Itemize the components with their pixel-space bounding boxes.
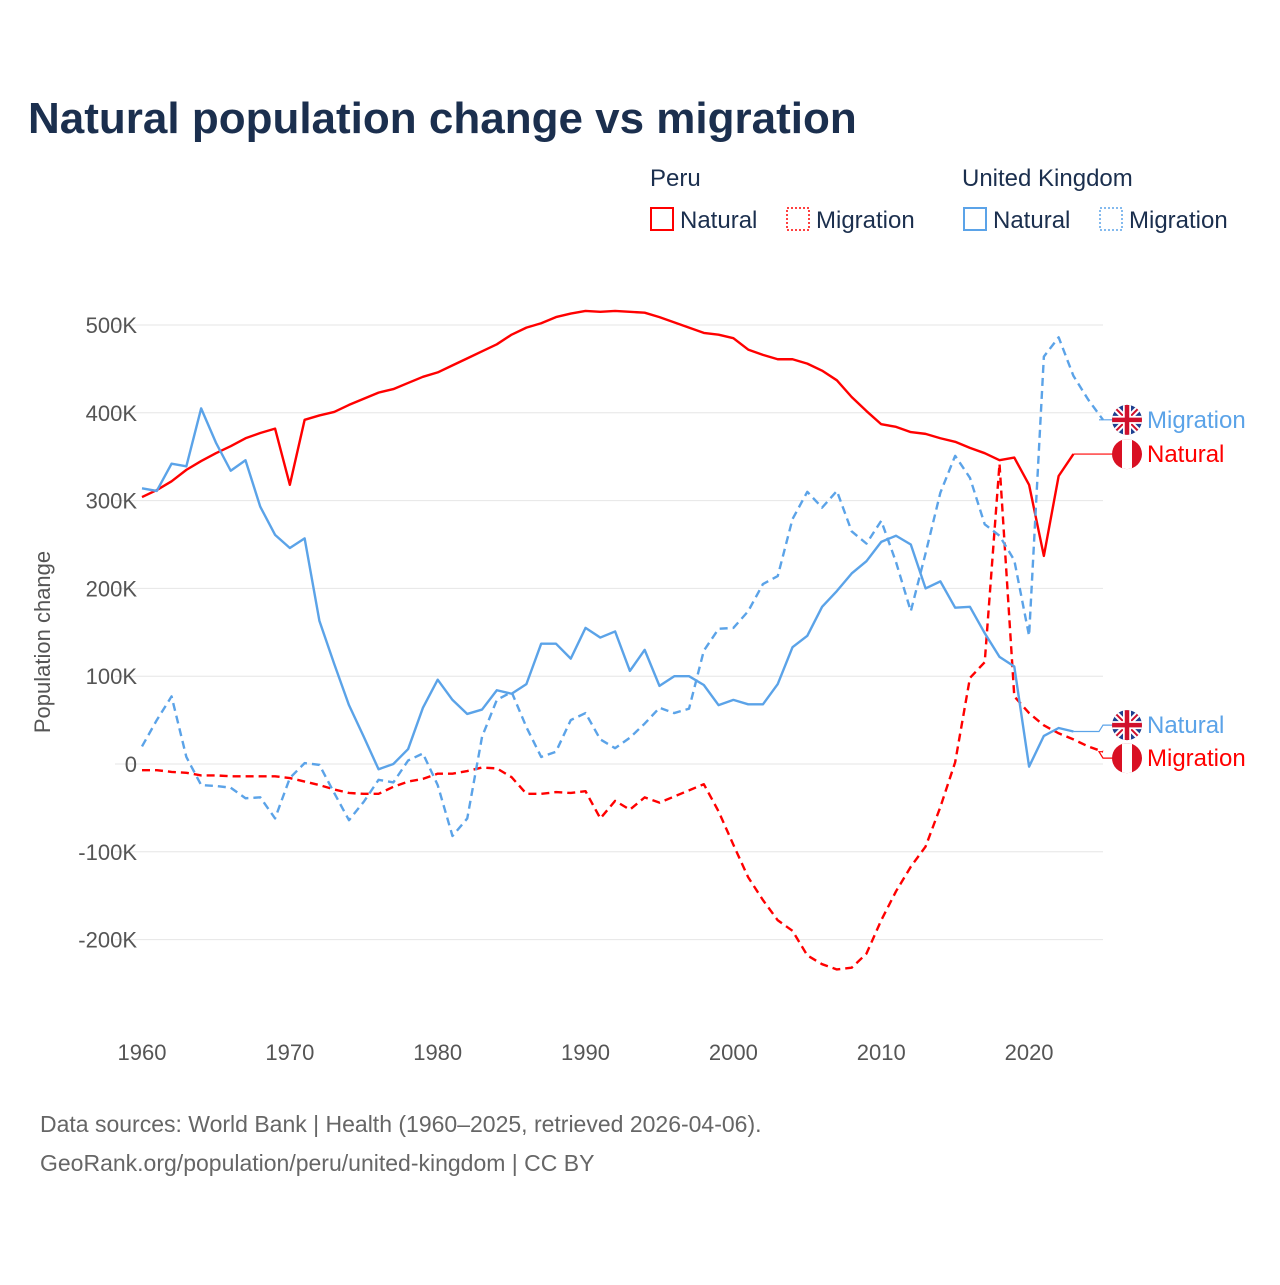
x-tick-label: 2010 <box>857 1040 906 1065</box>
y-tick-label: 100K <box>86 664 138 689</box>
y-tick-label: -200K <box>78 928 137 953</box>
x-tick-label: 2000 <box>709 1040 758 1065</box>
y-axis: 500K 400K 300K 200K 100K 0 -100K -200K <box>78 313 137 953</box>
uk-migration-line[interactable] <box>140 336 1104 838</box>
uk-natural-line[interactable] <box>141 407 1074 771</box>
legend-item-uk-migration[interactable]: Migration <box>1129 207 1228 234</box>
series-end-label: Migration <box>1147 745 1246 772</box>
legend-swatch-uk-migration <box>1099 207 1123 231</box>
legend-swatch-peru-natural <box>650 207 674 231</box>
legend-group-uk: United Kingdom <box>962 165 1133 192</box>
x-tick-label: 1990 <box>561 1040 610 1065</box>
series-end-label: Natural <box>1147 712 1224 739</box>
y-tick-label: 300K <box>86 489 138 514</box>
label-connector <box>1073 724 1112 733</box>
source-line-2[interactable]: GeoRank.org/population/peru/united-kingd… <box>40 1150 594 1176</box>
series-end-label: Natural <box>1147 441 1224 468</box>
series-end-labels: Migration Natural Natural Migration <box>1073 404 1246 774</box>
x-tick-label: 1970 <box>265 1040 314 1065</box>
legend-item-peru-migration[interactable]: Migration <box>816 207 915 234</box>
legend-swatch-uk-natural <box>963 207 987 231</box>
x-tick-label: 2020 <box>1005 1040 1054 1065</box>
x-tick-label: 1960 <box>118 1040 167 1065</box>
legend-group-peru: Peru <box>650 165 701 192</box>
peru-migration-line[interactable] <box>142 462 1104 971</box>
x-axis: 1960 1970 1980 1990 2000 2010 2020 <box>118 1040 1054 1065</box>
y-tick-label: 0 <box>125 752 137 777</box>
x-tick-label: 1980 <box>413 1040 462 1065</box>
legend-swatch-peru-migration <box>786 207 810 231</box>
peru-flag-icon <box>1111 742 1143 774</box>
legend-item-uk-natural[interactable]: Natural <box>993 207 1070 234</box>
series-lines <box>140 309 1104 971</box>
uk-flag-icon <box>1111 709 1143 741</box>
peru-flag-icon <box>1111 438 1143 470</box>
uk-flag-icon <box>1111 404 1143 436</box>
y-axis-label: Population change <box>30 551 55 733</box>
chart-title: Natural population change vs migration <box>28 94 857 143</box>
source-line-1: Data sources: World Bank | Health (1960–… <box>40 1111 762 1137</box>
label-connector <box>1097 751 1112 759</box>
legend-item-peru-natural[interactable]: Natural <box>680 207 757 234</box>
y-tick-label: -100K <box>78 840 137 865</box>
y-tick-label: 500K <box>86 313 138 338</box>
series-end-label: Migration <box>1147 407 1246 434</box>
legend: Peru Natural Migration United Kingdom Na… <box>650 165 1228 234</box>
grid <box>115 324 1103 941</box>
y-tick-label: 400K <box>86 401 138 426</box>
peru-natural-line[interactable] <box>141 309 1075 558</box>
y-tick-label: 200K <box>86 576 138 601</box>
